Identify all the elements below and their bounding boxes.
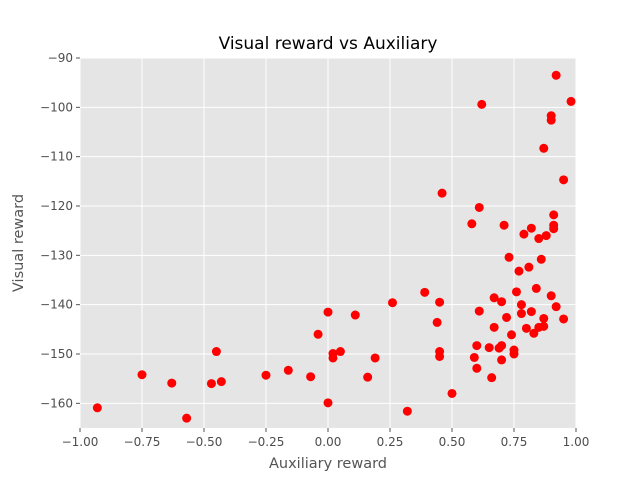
data-point [484, 343, 494, 353]
data-point [472, 341, 482, 351]
data-point [549, 224, 559, 234]
data-point [521, 323, 531, 333]
data-point [566, 96, 576, 106]
data-point [467, 219, 477, 229]
data-point [261, 370, 271, 380]
data-point [511, 287, 521, 297]
data-point [549, 210, 559, 220]
y-tick-label: −150 [40, 347, 73, 361]
data-point [509, 345, 519, 355]
data-point [536, 254, 546, 264]
data-point [489, 322, 499, 332]
data-point [216, 377, 226, 387]
data-point [531, 283, 541, 293]
data-point [469, 352, 479, 362]
data-point [435, 297, 445, 307]
data-point [335, 347, 345, 357]
data-point [167, 378, 177, 388]
y-axis-label: Visual reward [11, 194, 27, 292]
data-point [323, 398, 333, 408]
x-tick-label: 0.00 [315, 435, 342, 449]
data-point [539, 313, 549, 323]
y-axis-ticks: −160 −150 −140 −130 −120 −110 −100 −90 [40, 51, 80, 410]
data-point [437, 188, 447, 198]
y-tick-label: −90 [48, 51, 73, 65]
data-point [497, 297, 507, 307]
x-axis-ticks: −1.00 −0.75 −0.50 −0.25 0.00 0.25 0.50 0.75 1.00 [62, 428, 590, 449]
data-point [387, 298, 397, 308]
data-point [477, 99, 487, 109]
data-point [92, 403, 102, 413]
data-point [541, 231, 551, 241]
data-point [420, 287, 430, 297]
y-tick-label: −100 [40, 100, 73, 114]
data-point [306, 372, 316, 382]
data-point [474, 202, 484, 212]
grid-lines [79, 57, 577, 428]
data-point [526, 307, 536, 317]
data-point [447, 388, 457, 398]
data-point [559, 314, 569, 324]
data-point [539, 143, 549, 153]
chart-title: Visual reward vs Auxiliary [219, 34, 438, 54]
data-point [516, 309, 526, 319]
data-point [474, 306, 484, 316]
data-point [206, 379, 216, 389]
y-tick-label: −110 [40, 150, 73, 164]
data-point [182, 413, 192, 423]
data-point [328, 353, 338, 363]
x-tick-label: −0.75 [124, 435, 161, 449]
data-point [546, 115, 556, 125]
data-point [559, 175, 569, 185]
data-point [137, 370, 147, 380]
data-point [472, 363, 482, 373]
data-point [504, 252, 514, 262]
x-tick-label: 0.25 [377, 435, 404, 449]
data-point [514, 266, 524, 276]
data-point [546, 291, 556, 301]
data-point [487, 373, 497, 383]
data-point [432, 317, 442, 327]
data-point [507, 330, 517, 340]
data-point [211, 347, 221, 357]
data-point [516, 300, 526, 310]
data-point [497, 341, 507, 351]
y-tick-label: −160 [40, 396, 73, 410]
data-point [539, 321, 549, 331]
x-axis-label: Auxiliary reward [269, 456, 387, 472]
y-tick-label: −130 [40, 248, 73, 262]
data-point [519, 229, 529, 239]
data-point [402, 406, 412, 416]
data-point [551, 302, 561, 312]
data-point [370, 353, 380, 363]
data-point [529, 328, 539, 338]
data-point [323, 307, 333, 317]
data-point [526, 223, 536, 233]
data-point [502, 312, 512, 322]
data-point [497, 355, 507, 365]
x-tick-label: −1.00 [62, 435, 99, 449]
scatter-points [92, 70, 576, 423]
y-tick-label: −140 [40, 298, 73, 312]
x-tick-label: −0.25 [248, 435, 285, 449]
y-tick-label: −120 [40, 199, 73, 213]
data-point [313, 329, 323, 339]
data-point [363, 372, 373, 382]
data-point [534, 234, 544, 244]
data-point [283, 365, 293, 375]
data-point [551, 70, 561, 80]
data-point [499, 220, 509, 230]
x-tick-label: 0.50 [439, 435, 466, 449]
x-tick-label: 1.00 [563, 435, 590, 449]
x-tick-label: 0.75 [501, 435, 528, 449]
data-point [524, 262, 534, 272]
data-point [350, 310, 360, 320]
data-point [435, 347, 445, 357]
x-tick-label: −0.50 [186, 435, 223, 449]
data-point [489, 293, 499, 303]
